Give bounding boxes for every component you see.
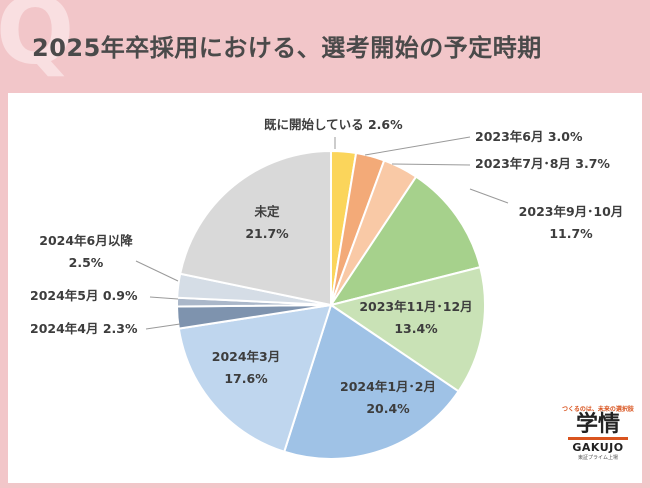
- slice-label-3: 2023年9月･10月 11.7%: [519, 204, 624, 241]
- slice-label-5: 2024年1月･2月 20.4%: [340, 379, 436, 416]
- leader-line-8: [149, 296, 179, 300]
- brand-bar: [568, 437, 628, 441]
- page-title: 2025年卒採用における、選考開始の予定時期: [32, 34, 542, 62]
- brand-tagline: つくるのは、未来の選択肢: [562, 406, 634, 413]
- slice-label-8: 2024年5月 0.9%: [30, 288, 138, 303]
- q-mark: Q: [0, 0, 75, 85]
- leader-line-1: [364, 136, 471, 156]
- pie-slice-6: [177, 303, 333, 453]
- slice-label-9: 2024年6月以降 2.5%: [39, 233, 133, 270]
- leader-line-9: [135, 260, 179, 282]
- chart-panel: 既に開始している 2.6% 2023年6月 3.0% 2023年7月･8月 3.7%…: [8, 93, 642, 483]
- leader-line-7: [145, 323, 181, 330]
- pie-slice-10: [179, 149, 332, 307]
- leader-line-2: [391, 163, 471, 166]
- slice-label-0: 既に開始している 2.6%: [264, 117, 403, 132]
- brand-main: 学情: [575, 412, 620, 437]
- slice-label-7: 2024年4月 2.3%: [30, 321, 138, 336]
- pie-slice-4: [328, 265, 486, 393]
- leader-line-3: [469, 188, 509, 204]
- slice-label-1: 2023年6月 3.0%: [475, 129, 583, 144]
- slice-label-6: 2024年3月 17.6%: [212, 349, 281, 386]
- slice-label-2: 2023年7月･8月 3.7%: [475, 156, 610, 171]
- brand-sub: GAKUJO: [572, 441, 624, 455]
- brand-foot: 東証プライム上場: [578, 455, 618, 462]
- gakujo-logo: つくるのは、未来の選択肢 学情 GAKUJO 東証プライム上場: [562, 404, 634, 461]
- pie-slice-5: [282, 303, 460, 460]
- slice-label-4: 2023年11月･12月 13.4%: [359, 299, 472, 336]
- pie-slice-3: [328, 175, 482, 307]
- pie-chart: 既に開始している 2.6% 2023年6月 3.0% 2023年7月･8月 3.7%…: [30, 117, 624, 460]
- slice-label-10: 未定 21.7%: [245, 204, 289, 241]
